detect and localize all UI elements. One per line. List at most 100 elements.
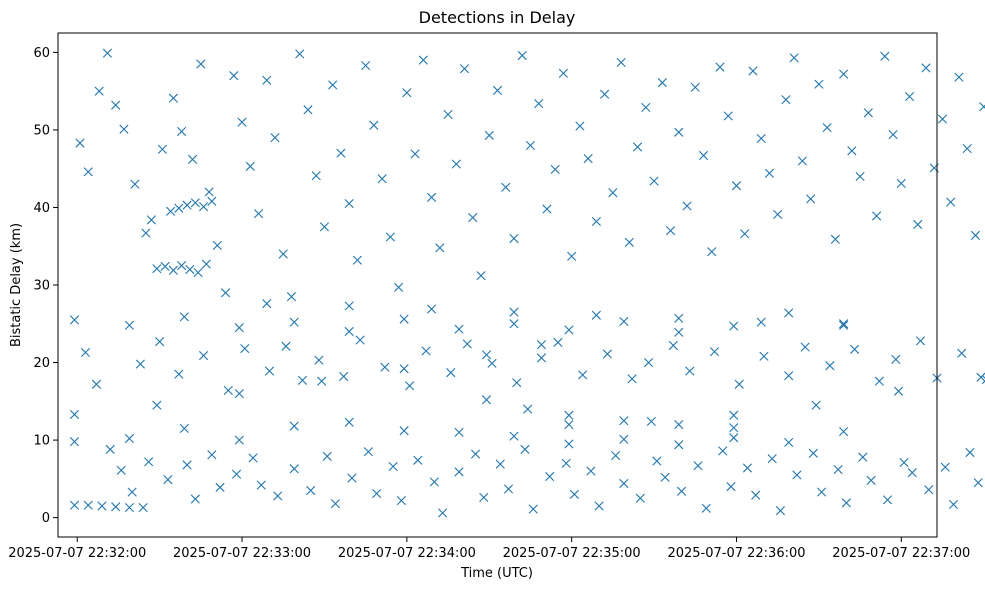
data-point-x-marker (633, 142, 643, 152)
data-point-x-marker (635, 493, 645, 503)
x-tick-label: 2025-07-07 22:35:00 (503, 546, 641, 561)
data-point-x-marker (756, 317, 766, 327)
data-point-x-marker (564, 439, 574, 449)
data-point-x-marker (896, 178, 906, 189)
data-point-x-marker (229, 71, 239, 81)
data-point-x-marker (649, 176, 659, 186)
data-point-x-marker (264, 366, 275, 376)
data-point-x-marker (138, 502, 148, 513)
data-point-x-marker (344, 198, 354, 209)
data-point-x-marker (781, 95, 791, 105)
data-point-x-marker (361, 60, 371, 71)
data-point-x-marker (278, 249, 288, 259)
data-point-x-marker (83, 500, 93, 510)
data-point-x-marker (418, 55, 428, 65)
data-point-x-marker (69, 409, 80, 420)
data-point-x-marker (564, 325, 574, 335)
data-point-x-marker (369, 120, 379, 130)
data-point-x-marker (616, 57, 626, 68)
data-point-x-marker (707, 247, 717, 257)
data-point-x-marker (328, 80, 338, 90)
data-point-x-marker (948, 499, 959, 510)
data-point-x-marker (492, 85, 503, 95)
data-point-x-marker (124, 433, 135, 444)
data-point-x-marker (830, 234, 840, 244)
data-point-x-marker (168, 265, 178, 275)
x-tick-label: 2025-07-07 22:37:00 (832, 546, 970, 561)
data-point-x-marker (476, 271, 486, 281)
data-point-x-marker (207, 450, 217, 460)
data-point-x-marker (981, 375, 985, 385)
data-point-x-marker (839, 319, 849, 329)
data-point-x-marker (685, 366, 695, 376)
data-point-x-marker (525, 140, 536, 151)
data-point-x-marker (674, 127, 684, 137)
data-point-x-marker (152, 264, 162, 274)
data-point-x-marker (624, 237, 634, 247)
y-tick-label: 50 (33, 123, 50, 138)
data-point-x-marker (429, 477, 439, 487)
data-point-x-marker (146, 215, 156, 225)
data-point-x-marker (523, 404, 533, 414)
data-point-x-marker (586, 466, 596, 476)
data-point-x-marker (512, 378, 522, 388)
data-point-x-marker (470, 449, 481, 459)
data-point-x-marker (797, 156, 807, 166)
data-point-x-marker (847, 146, 857, 156)
data-point-x-marker (558, 68, 569, 78)
data-point-x-marker (602, 349, 612, 359)
data-point-x-marker (899, 457, 909, 468)
data-point-x-marker (674, 313, 684, 323)
data-point-x-marker (240, 343, 250, 354)
data-point-x-marker (144, 457, 154, 467)
y-tick-label: 10 (33, 434, 50, 449)
data-point-x-marker (454, 467, 464, 477)
data-point-x-marker (116, 465, 126, 475)
data-point-x-marker (503, 484, 514, 494)
data-point-x-marker (330, 499, 341, 509)
data-point-x-marker (874, 376, 884, 386)
data-point-x-marker (825, 361, 835, 371)
data-point-x-marker (718, 446, 728, 456)
data-point-x-marker (231, 469, 242, 479)
data-point-x-marker (130, 179, 140, 189)
data-point-x-marker (399, 364, 409, 374)
data-point-x-marker (270, 133, 280, 143)
data-point-x-marker (726, 482, 736, 492)
data-point-x-marker (619, 478, 629, 489)
data-point-x-marker (553, 337, 563, 347)
data-point-x-marker (273, 491, 283, 501)
data-point-x-marker (155, 337, 165, 347)
data-point-x-marker (591, 216, 601, 227)
y-tick-label: 60 (33, 46, 50, 61)
data-point-x-marker (806, 194, 816, 204)
data-point-x-marker (957, 348, 967, 358)
data-point-x-marker (965, 447, 975, 458)
data-point-x-marker (479, 492, 489, 503)
data-point-x-marker (380, 362, 390, 372)
data-point-x-marker (536, 340, 547, 350)
data-point-x-marker (119, 124, 129, 134)
data-point-x-marker (756, 133, 766, 144)
data-point-x-marker (399, 314, 409, 324)
data-point-x-marker (124, 320, 135, 330)
y-tick-label: 30 (33, 279, 50, 294)
data-point-x-marker (319, 222, 330, 232)
data-point-x-marker (907, 468, 917, 478)
data-point-x-marker (701, 503, 711, 513)
data-point-x-marker (91, 379, 102, 389)
data-point-x-marker (377, 174, 387, 184)
data-point-x-marker (443, 109, 453, 120)
data-point-x-marker (174, 369, 184, 379)
data-point-x-marker (127, 487, 137, 497)
data-point-x-marker (866, 475, 876, 485)
data-point-x-marker (619, 316, 629, 327)
data-point-x-marker (174, 203, 184, 213)
data-point-x-marker (317, 376, 327, 386)
data-point-x-marker (751, 490, 761, 500)
data-point-x-marker (509, 233, 519, 244)
data-point-x-marker (973, 478, 983, 488)
data-point-x-marker (141, 228, 151, 238)
data-point-x-marker (198, 350, 209, 361)
data-point-x-marker (740, 229, 750, 239)
